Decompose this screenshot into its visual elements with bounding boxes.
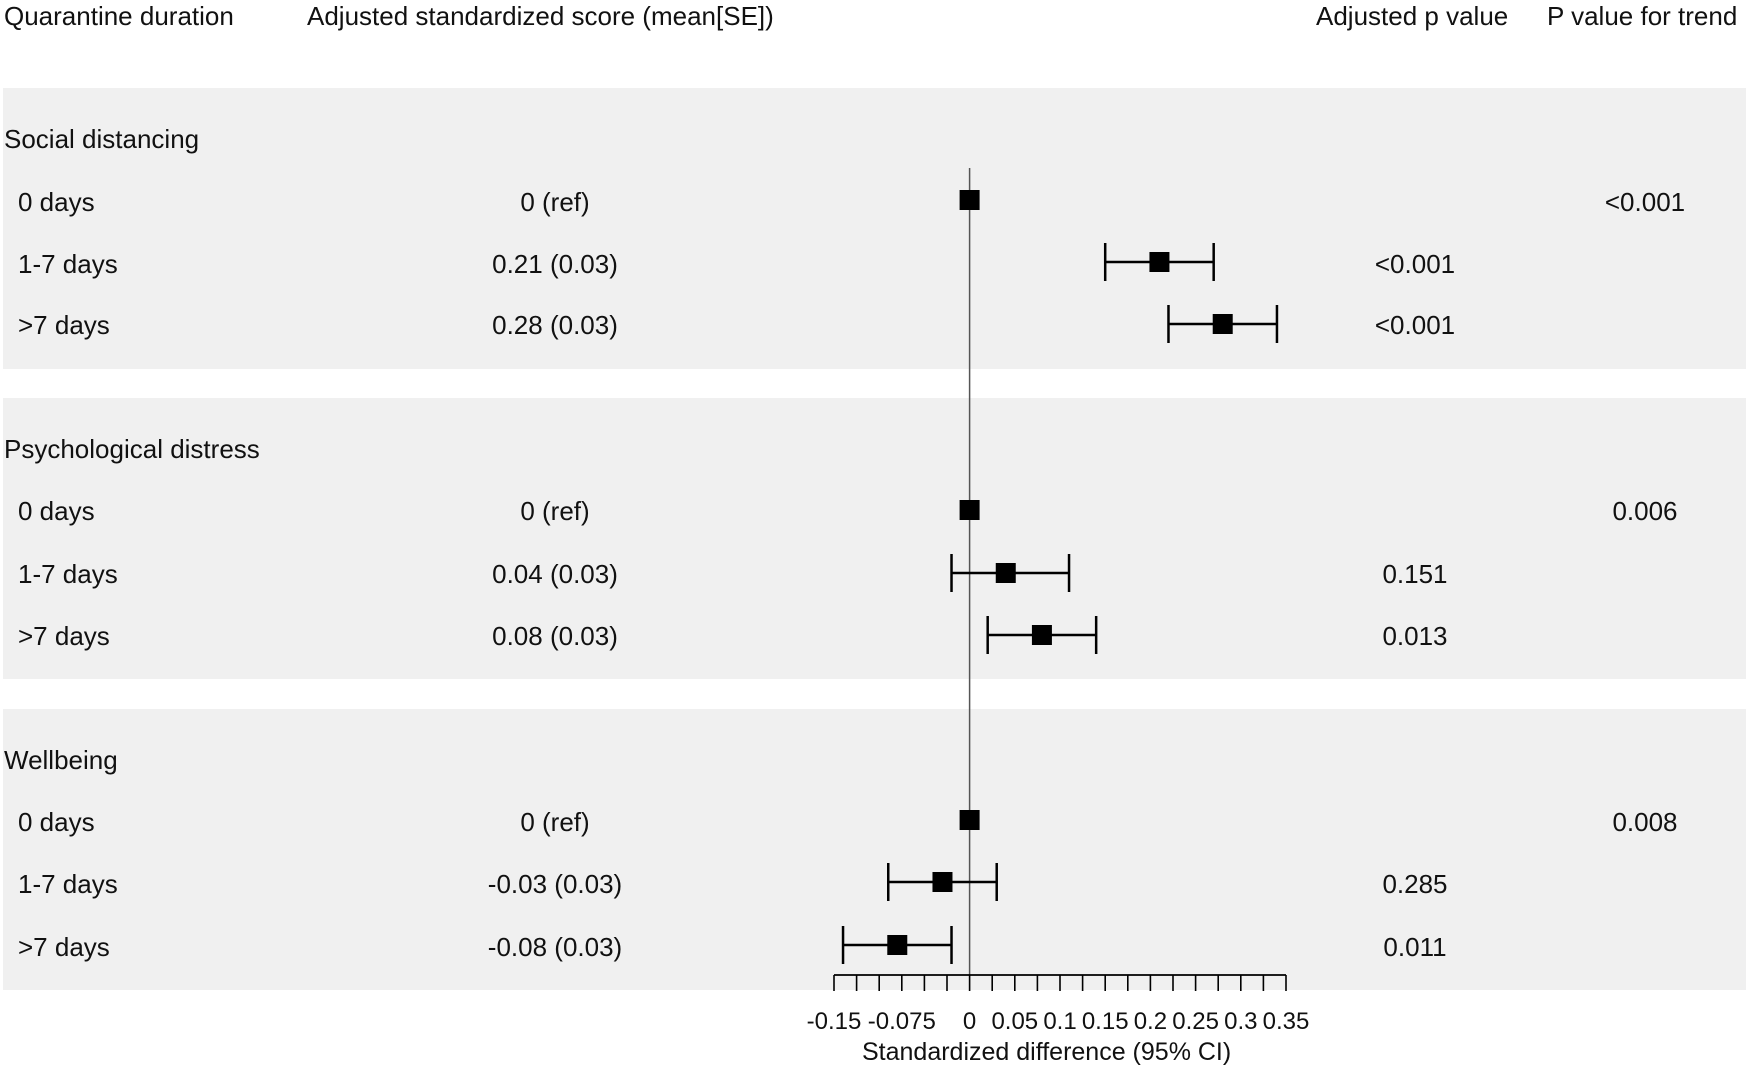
- row-p-value: <0.001: [1374, 310, 1456, 340]
- row-score: 0.04 (0.03): [492, 559, 618, 589]
- row-score: -0.03 (0.03): [487, 869, 623, 899]
- row-score: 0 (ref): [520, 807, 590, 837]
- header-trend-p: P value for trend: [1547, 1, 1738, 31]
- row-label: 1-7 days: [18, 869, 118, 899]
- point-estimate: [887, 935, 908, 955]
- point-estimate: [959, 500, 980, 520]
- row-score: 0 (ref): [520, 496, 590, 526]
- row-label: >7 days: [18, 932, 110, 962]
- x-axis-tick-label: -0.15: [806, 1008, 862, 1035]
- point-estimate: [932, 872, 953, 892]
- row-label: 0 days: [18, 187, 95, 217]
- trend-p-value: <0.001: [1604, 187, 1686, 217]
- x-axis-label: Standardized difference (95% CI): [862, 1038, 1232, 1066]
- group-title: Social distancing: [4, 124, 200, 154]
- trend-p-value: 0.008: [1612, 807, 1678, 837]
- row-p-value: 0.011: [1383, 932, 1447, 962]
- x-axis-tick-label: 0.1: [1043, 1008, 1077, 1035]
- x-axis-tick-label: 0.15: [1081, 1008, 1129, 1035]
- point-estimate: [995, 563, 1016, 583]
- header-adjusted-p: Adjusted p value: [1316, 1, 1509, 31]
- trend-p-value: 0.006: [1612, 496, 1678, 526]
- row-label: >7 days: [18, 310, 110, 340]
- x-axis-tick-label: 0.35: [1262, 1008, 1310, 1035]
- x-axis-tick-label: 0.05: [991, 1008, 1039, 1035]
- row-score: -0.08 (0.03): [487, 932, 623, 962]
- row-score: 0.28 (0.03): [492, 310, 618, 340]
- row-score: 0.21 (0.03): [492, 249, 618, 279]
- x-axis-tick-label: 0.3: [1224, 1008, 1258, 1035]
- group-band-psychological-distress: [3, 398, 1746, 679]
- row-label: 0 days: [18, 807, 95, 837]
- row-score: 0 (ref): [520, 187, 590, 217]
- header-quarantine-duration: Quarantine duration: [4, 1, 234, 31]
- x-axis-tick-label: 0.25: [1172, 1008, 1219, 1035]
- row-p-value: 0.013: [1382, 621, 1448, 651]
- row-p-value: <0.001: [1374, 249, 1456, 279]
- point-estimate: [959, 810, 980, 830]
- group-band-social-distancing: [3, 88, 1746, 369]
- x-axis-tick-label: 0: [962, 1008, 977, 1035]
- row-label: 1-7 days: [18, 249, 118, 279]
- row-p-value: 0.285: [1382, 869, 1448, 899]
- row-label: 1-7 days: [18, 559, 118, 589]
- row-p-value: 0.151: [1382, 559, 1448, 589]
- group-title: Wellbeing: [4, 745, 118, 775]
- group-band-wellbeing: [3, 709, 1746, 990]
- point-estimate: [1212, 314, 1233, 334]
- row-score: 0.08 (0.03): [492, 621, 618, 651]
- x-axis-tick-label: 0.2: [1133, 1008, 1168, 1035]
- point-estimate: [1149, 252, 1170, 272]
- header-adjusted-score: Adjusted standardized score (mean[SE]): [307, 1, 774, 31]
- point-estimate: [959, 190, 980, 210]
- row-label: 0 days: [18, 496, 95, 526]
- x-axis-tick-label: -0.075: [867, 1008, 936, 1035]
- row-label: >7 days: [18, 621, 110, 651]
- point-estimate: [1031, 625, 1052, 645]
- group-title: Psychological distress: [4, 434, 260, 464]
